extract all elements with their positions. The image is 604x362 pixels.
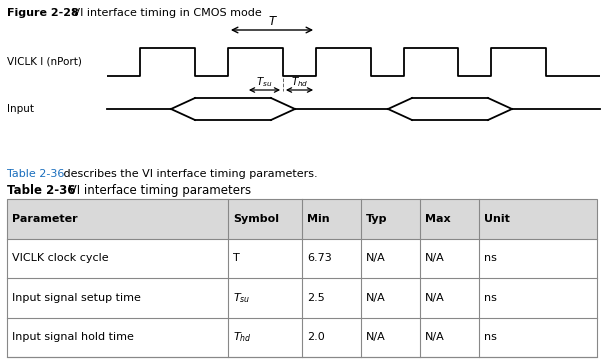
Text: Min: Min [307,214,330,224]
Text: 6.73: 6.73 [307,253,332,263]
Text: Table 2-36: Table 2-36 [7,184,76,197]
Text: $T_{su}$: $T_{su}$ [256,75,272,89]
Text: N/A: N/A [425,332,445,342]
Bar [7,199,597,357]
Text: Input signal setup time: Input signal setup time [12,293,141,303]
Text: Input: Input [7,104,34,114]
Text: N/A: N/A [366,293,386,303]
Text: VICLK I (nPort): VICLK I (nPort) [7,57,82,67]
Text: Parameter: Parameter [12,214,78,224]
Text: T: T [268,15,275,28]
Text: T: T [233,253,240,263]
Text: N/A: N/A [366,332,386,342]
Text: Max: Max [425,214,451,224]
Text: $T_{hd}$: $T_{hd}$ [233,331,252,344]
Text: Symbol: Symbol [233,214,279,224]
Text: Typ: Typ [366,214,388,224]
Text: describes the VI interface timing parameters.: describes the VI interface timing parame… [60,169,318,179]
Text: VICLK clock cycle: VICLK clock cycle [12,253,109,263]
Text: $T_{su}$: $T_{su}$ [233,291,251,305]
Text: 2.0: 2.0 [307,332,325,342]
Text: 2.5: 2.5 [307,293,325,303]
Text: $T_{hd}$: $T_{hd}$ [291,75,308,89]
Text: N/A: N/A [425,253,445,263]
Bar [7,199,597,239]
Text: Input signal hold time: Input signal hold time [12,332,134,342]
Text: VI interface timing in CMOS mode: VI interface timing in CMOS mode [69,8,262,18]
Text: Table 2-36: Table 2-36 [7,169,65,179]
Text: ns: ns [484,253,497,263]
Text: N/A: N/A [425,293,445,303]
Text: Unit: Unit [484,214,510,224]
Text: Figure 2-28: Figure 2-28 [7,8,79,18]
Text: N/A: N/A [366,253,386,263]
Text: VI interface timing parameters: VI interface timing parameters [65,184,251,197]
Text: ns: ns [484,293,497,303]
Text: ns: ns [484,332,497,342]
